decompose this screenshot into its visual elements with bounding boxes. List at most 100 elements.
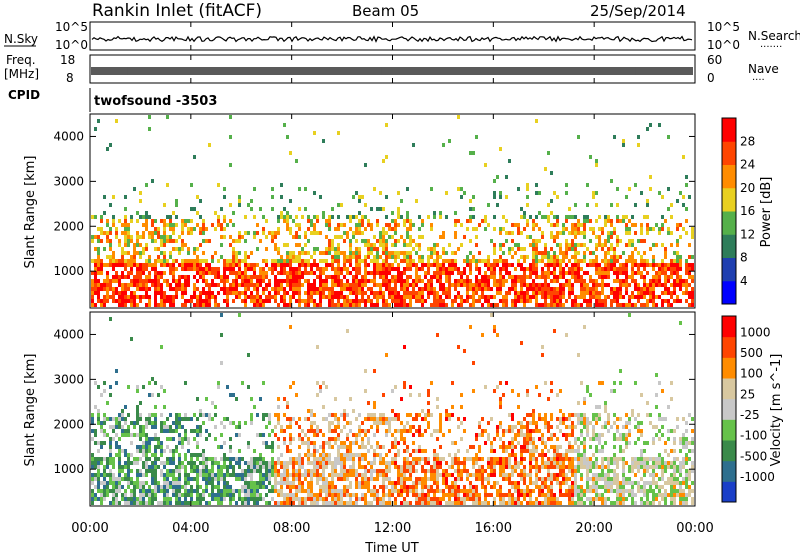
heatmap-cell bbox=[595, 219, 598, 223]
heatmap-cell bbox=[277, 405, 280, 409]
heatmap-cell bbox=[466, 263, 469, 267]
heatmap-cell bbox=[490, 287, 493, 291]
heatmap-cell bbox=[328, 481, 331, 485]
heatmap-cell bbox=[457, 473, 460, 477]
heatmap-cell bbox=[178, 425, 181, 429]
heatmap-cell bbox=[598, 275, 601, 279]
heatmap-cell bbox=[223, 441, 226, 445]
heatmap-cell bbox=[625, 263, 628, 267]
heatmap-cell bbox=[133, 299, 136, 303]
heatmap-cell bbox=[256, 497, 259, 501]
heatmap-cell bbox=[421, 433, 424, 437]
heatmap-cell bbox=[232, 211, 235, 215]
heatmap-cell bbox=[130, 259, 133, 263]
heatmap-cell bbox=[160, 275, 163, 279]
heatmap-cell bbox=[130, 255, 133, 259]
heatmap-cell bbox=[127, 433, 130, 437]
heatmap-cell bbox=[313, 457, 316, 461]
heatmap-cell bbox=[418, 267, 421, 271]
heatmap-cell bbox=[142, 223, 145, 227]
heatmap-cell bbox=[394, 429, 397, 433]
heatmap-cell bbox=[433, 469, 436, 473]
heatmap-cell bbox=[199, 473, 202, 477]
heatmap-cell bbox=[322, 271, 325, 275]
heatmap-cell bbox=[535, 119, 538, 123]
heatmap-cell bbox=[217, 291, 220, 295]
heatmap-cell bbox=[310, 453, 313, 457]
heatmap-cell bbox=[154, 279, 157, 283]
heatmap-cell bbox=[181, 275, 184, 279]
heatmap-cell bbox=[526, 195, 529, 199]
heatmap-cell bbox=[601, 259, 604, 263]
heatmap-cell bbox=[319, 497, 322, 501]
heatmap-cell bbox=[310, 413, 313, 417]
heatmap-cell bbox=[223, 275, 226, 279]
heatmap-cell bbox=[190, 453, 193, 457]
heatmap-cell bbox=[556, 263, 559, 267]
heatmap-cell bbox=[271, 485, 274, 489]
heatmap-cell bbox=[328, 425, 331, 429]
heatmap-cell bbox=[661, 227, 664, 231]
heatmap-cell bbox=[139, 413, 142, 417]
heatmap-cell bbox=[334, 279, 337, 283]
heatmap-cell bbox=[160, 501, 163, 505]
heatmap-cell bbox=[211, 493, 214, 497]
heatmap-cell bbox=[466, 227, 469, 231]
heatmap-cell bbox=[367, 501, 370, 505]
heatmap-cell bbox=[262, 413, 265, 417]
heatmap-cell bbox=[499, 259, 502, 263]
heatmap-cell bbox=[136, 421, 139, 425]
heatmap-cell bbox=[94, 215, 97, 219]
heatmap-cell bbox=[367, 481, 370, 485]
heatmap-cell bbox=[649, 175, 652, 179]
heatmap-cell bbox=[310, 425, 313, 429]
heatmap-cell bbox=[286, 501, 289, 505]
heatmap-cell bbox=[124, 223, 127, 227]
heatmap-cell bbox=[661, 259, 664, 263]
heatmap-cell bbox=[358, 457, 361, 461]
heatmap-cell bbox=[187, 299, 190, 303]
heatmap-cell bbox=[220, 275, 223, 279]
heatmap-cell bbox=[286, 255, 289, 259]
heatmap-cell bbox=[643, 283, 646, 287]
heatmap-cell bbox=[400, 421, 403, 425]
heatmap-cell bbox=[373, 255, 376, 259]
heatmap-cell bbox=[445, 473, 448, 477]
heatmap-cell bbox=[388, 263, 391, 267]
heatmap-cell bbox=[526, 219, 529, 223]
heatmap-cell bbox=[229, 501, 232, 505]
heatmap-cell bbox=[256, 295, 259, 299]
heatmap-cell bbox=[412, 143, 415, 147]
heatmap-cell bbox=[424, 469, 427, 473]
heatmap-cell bbox=[217, 385, 220, 389]
heatmap-cell bbox=[433, 449, 436, 453]
heatmap-cell bbox=[457, 449, 460, 453]
heatmap-cell bbox=[97, 291, 100, 295]
heatmap-cell bbox=[208, 263, 211, 267]
heatmap-cell bbox=[286, 243, 289, 247]
heatmap-cell bbox=[103, 489, 106, 493]
heatmap-cell bbox=[502, 275, 505, 279]
heatmap-cell bbox=[334, 247, 337, 251]
heatmap-cell bbox=[205, 457, 208, 461]
heatmap-cell bbox=[91, 429, 94, 433]
heatmap-cell bbox=[628, 187, 631, 191]
heatmap-cell bbox=[391, 255, 394, 259]
heatmap-cell bbox=[424, 461, 427, 465]
heatmap-cell bbox=[418, 425, 421, 429]
heatmap-cell bbox=[364, 389, 367, 393]
heatmap-cell bbox=[325, 497, 328, 501]
heatmap-cell bbox=[406, 485, 409, 489]
heatmap-cell bbox=[655, 223, 658, 227]
heatmap-cell bbox=[472, 255, 475, 259]
heatmap-cell bbox=[421, 267, 424, 271]
heatmap-cell bbox=[163, 389, 166, 393]
heatmap-cell bbox=[196, 303, 199, 307]
heatmap-cell bbox=[499, 287, 502, 291]
heatmap-cell bbox=[487, 465, 490, 469]
heatmap-cell bbox=[355, 485, 358, 489]
heatmap-cell bbox=[427, 501, 430, 505]
heatmap-cell bbox=[259, 473, 262, 477]
heatmap-cell bbox=[568, 215, 571, 219]
heatmap-cell bbox=[394, 231, 397, 235]
